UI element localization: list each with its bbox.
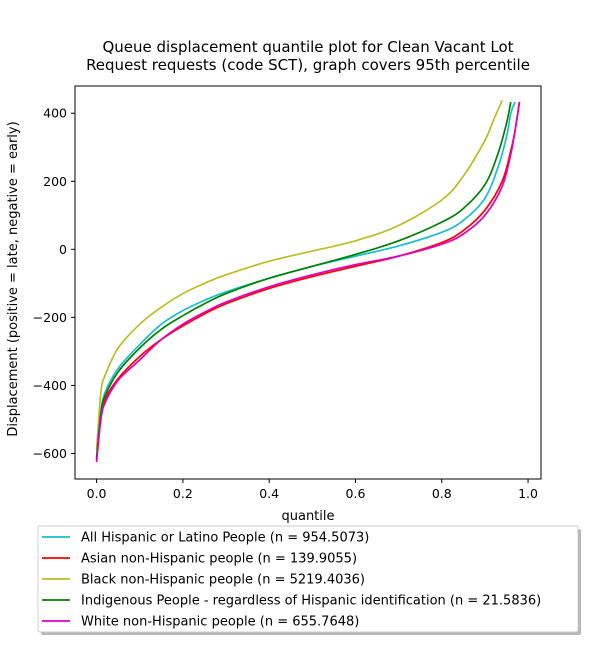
legend-box	[37, 525, 579, 633]
y-tick-label: −600	[33, 446, 67, 461]
legend-label-4: White non-Hispanic people (n = 655.7648)	[81, 615, 359, 630]
x-tick-label: 0.0	[87, 486, 107, 501]
x-axis-label: quantile	[281, 509, 334, 524]
x-tick-label: 0.6	[346, 486, 366, 501]
legend-label-1: Asian non-Hispanic people (n = 139.9055)	[81, 552, 357, 567]
x-tick-label: 0.2	[173, 486, 193, 501]
legend-entries: All Hispanic or Latino People (n = 954.5…	[42, 531, 541, 630]
plot-lines	[95, 99, 521, 463]
chart-title-line-2: Request requests (code SCT), graph cover…	[86, 56, 530, 74]
y-tick-label: 200	[43, 174, 67, 189]
legend-label-3: Indigenous People - regardless of Hispan…	[81, 594, 541, 609]
x-tick-label: 0.4	[259, 486, 279, 501]
y-axis-label: Displacement (positive = late, negative …	[6, 121, 21, 436]
legend-label-2: Black non-Hispanic people (n = 5219.4036…	[81, 573, 365, 588]
series-line-3	[95, 101, 512, 459]
y-tick-label: 400	[43, 106, 67, 121]
y-tick-label: 0	[59, 242, 67, 257]
x-tick-label: 1.0	[518, 486, 538, 501]
y-axis-ticks: −600 −400 −200 0 200 400	[33, 106, 75, 461]
series-line-0	[95, 101, 516, 459]
y-tick-label: −400	[33, 378, 67, 393]
x-axis-ticks: 0.0 0.2 0.4 0.6 0.8 1.0	[87, 479, 538, 501]
chart-title-line-1: Queue displacement quantile plot for Cle…	[102, 38, 513, 56]
y-tick-label: −200	[33, 310, 67, 325]
legend-label-0: All Hispanic or Latino People (n = 954.5…	[81, 531, 369, 546]
series-line-4	[95, 101, 521, 463]
series-line-1	[95, 101, 521, 461]
plot-frame	[74, 85, 542, 480]
series-line-2	[95, 99, 503, 451]
legend: All Hispanic or Latino People (n = 954.5…	[37, 525, 581, 635]
x-tick-label: 0.8	[432, 486, 452, 501]
